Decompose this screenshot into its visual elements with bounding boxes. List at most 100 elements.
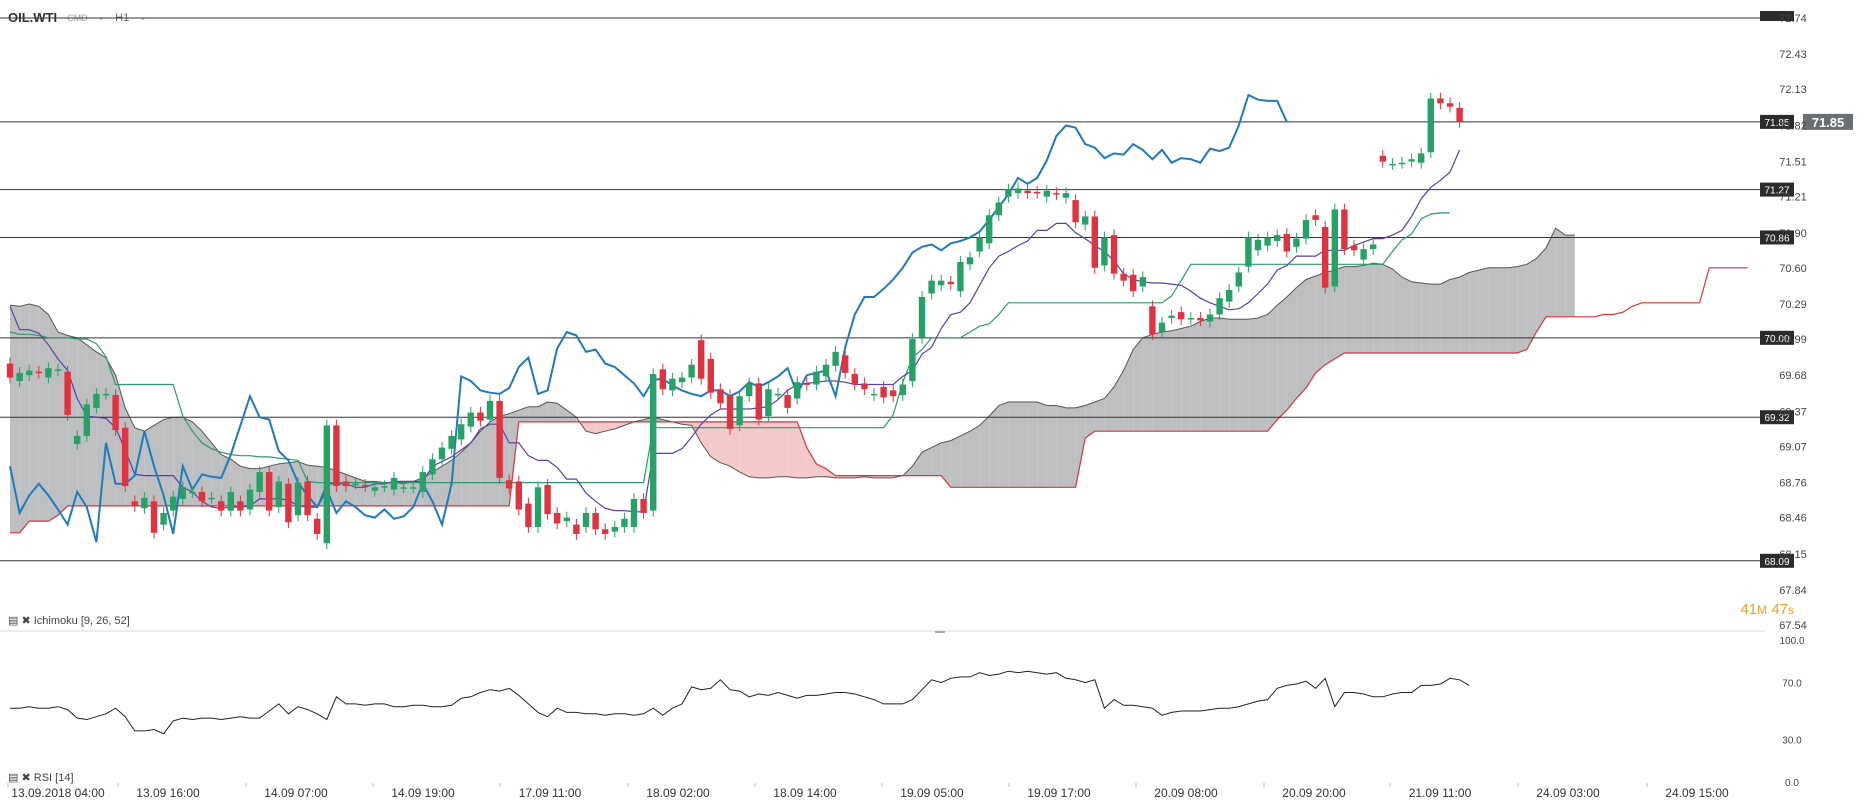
candle-body <box>1264 237 1271 246</box>
candle-body <box>1014 188 1022 194</box>
cloud-segment <box>1104 386 1114 432</box>
timer-minutes-unit: M <box>1757 603 1768 617</box>
candle <box>285 477 292 529</box>
cloud-segment <box>1238 319 1249 432</box>
close-icon[interactable]: ✖ <box>21 772 31 784</box>
level-tag <box>1760 114 1794 129</box>
candle <box>563 511 570 527</box>
candle <box>755 377 762 426</box>
y-tick-label: 69.99 <box>1779 334 1807 346</box>
cloud-segment <box>1555 228 1566 317</box>
cloud-segment <box>1094 398 1105 432</box>
candle <box>746 377 753 403</box>
candle <box>726 389 734 435</box>
cloud-segment <box>960 431 970 488</box>
candle-body <box>1456 107 1463 122</box>
cloud-segment <box>1085 402 1095 439</box>
cloud-segment <box>979 416 990 488</box>
settings-icon[interactable]: ▤ <box>8 772 19 784</box>
candle <box>1427 92 1434 159</box>
candle <box>842 349 849 379</box>
x-tick-label: 19.09 05:00 <box>900 786 964 800</box>
candle-body <box>1235 272 1242 287</box>
candle-body <box>880 386 887 398</box>
chevron-down-icon[interactable]: ⌄ <box>139 12 147 22</box>
cloud-segment <box>1402 277 1412 354</box>
y-tick-label: 72.43 <box>1779 49 1807 61</box>
candle <box>986 209 993 250</box>
candle <box>496 395 503 484</box>
candle <box>765 383 772 422</box>
level-tag-text: 70.00 <box>1764 334 1789 345</box>
candle-body <box>1283 233 1290 252</box>
x-tick-label: 20.09 08:00 <box>1154 786 1218 800</box>
cloud-segment <box>461 442 471 506</box>
candle <box>54 363 62 377</box>
candle-body <box>861 383 868 390</box>
candle-body <box>227 491 234 511</box>
cloud-segment <box>1277 296 1287 420</box>
cloud-segment <box>1200 317 1210 432</box>
level-tag-text: 69.32 <box>1764 413 1789 424</box>
cloud-segment <box>1181 326 1191 432</box>
candle-body <box>112 395 119 431</box>
cloud-segment <box>739 421 750 477</box>
candle <box>1024 184 1031 199</box>
candle <box>899 378 906 401</box>
cloud-segment <box>1382 264 1393 354</box>
cloud-segment <box>595 421 606 434</box>
cloud-segment <box>931 442 942 476</box>
chevron-down-icon[interactable]: ⌄ <box>97 12 106 22</box>
candle <box>1341 203 1348 255</box>
timer-seconds: 47 <box>1771 601 1788 618</box>
cloud-segment <box>1517 264 1527 354</box>
candle <box>1120 267 1127 287</box>
candle <box>160 507 167 531</box>
cloud-segment <box>1296 279 1306 399</box>
candle <box>256 466 263 498</box>
cloud-segment <box>941 440 951 488</box>
candle <box>861 377 868 396</box>
candle <box>122 421 129 492</box>
cloud-segment <box>1210 317 1220 432</box>
candle-body <box>1360 249 1367 260</box>
cloud-segment <box>144 425 154 506</box>
candle <box>1274 229 1281 247</box>
cloud-segment <box>758 421 769 478</box>
candle <box>1446 97 1454 113</box>
cloud-segment <box>38 306 49 522</box>
candle <box>1197 312 1204 327</box>
candle <box>227 486 234 517</box>
candle-body <box>1370 244 1377 250</box>
candle <box>1408 153 1415 168</box>
cloud-segment <box>1392 268 1402 354</box>
candle-body <box>554 512 561 524</box>
candle-body <box>246 489 254 510</box>
y-tick-label: 72.74 <box>1779 13 1807 25</box>
candle <box>16 367 23 387</box>
candle <box>429 453 436 481</box>
y-axis: 72.74 72.43 72.13 71.82 71.51 71.21 70.90 70.60… <box>1779 13 1807 632</box>
candle-body <box>813 371 820 385</box>
candle-body <box>832 351 839 366</box>
cloud-segment <box>1037 402 1047 488</box>
cloud-segment <box>134 427 145 506</box>
cloud-segment <box>432 466 442 506</box>
candle <box>237 495 244 517</box>
cloud-segment <box>989 405 999 488</box>
cloud-segment <box>538 402 548 422</box>
candle-body <box>275 481 282 508</box>
cloud-segment <box>1133 337 1143 432</box>
candle-body <box>918 296 926 338</box>
candle <box>909 333 916 387</box>
candle-body <box>640 498 647 513</box>
settings-icon[interactable]: ▤ <box>8 615 19 627</box>
candle <box>707 353 714 399</box>
candle <box>1139 271 1146 293</box>
y-tick-label: 71.21 <box>1779 192 1807 204</box>
candle-body <box>611 526 618 532</box>
candle <box>890 384 897 403</box>
close-icon[interactable]: ✖ <box>21 615 31 627</box>
candle <box>870 388 878 401</box>
